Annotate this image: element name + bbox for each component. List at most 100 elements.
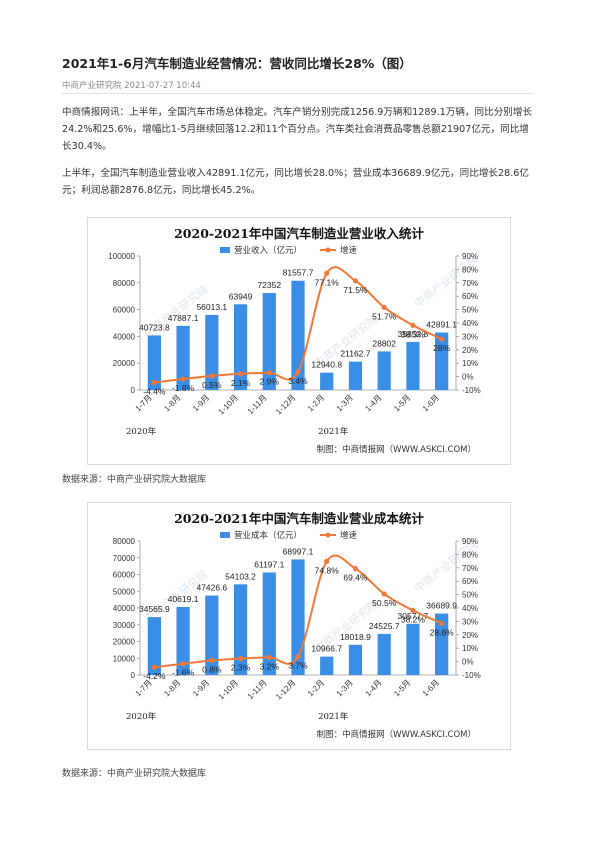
- x-tick-label: 1-4月: [363, 678, 383, 698]
- growth-value-label: 28%: [433, 343, 450, 353]
- x-tick-label: 1-6月: [421, 678, 441, 698]
- x-tick-label: 1-11月: [246, 678, 269, 701]
- legend-line-label: 增速: [340, 245, 358, 256]
- legend-line-marker: [325, 532, 331, 538]
- growth-point: [266, 654, 272, 660]
- growth-value-label: 3.7%: [288, 661, 308, 671]
- y-right-tick-label: -10%: [462, 671, 481, 680]
- year-label-2021: 2021年: [318, 711, 349, 722]
- bar-value-label: 40723.8: [139, 322, 170, 332]
- growth-point: [237, 371, 244, 377]
- bar-value-label: 28802: [372, 338, 396, 348]
- bar: [262, 572, 276, 675]
- growth-value-label: 51.7%: [372, 311, 397, 321]
- growth-point: [237, 655, 244, 662]
- bar-value-label: 36689.9: [426, 601, 457, 611]
- bar: [176, 606, 190, 675]
- growth-point: [180, 661, 186, 667]
- bar: [205, 314, 219, 390]
- y-left-tick-label: 70000: [113, 554, 136, 563]
- growth-point: [151, 664, 157, 670]
- y-left-tick-label: 0: [131, 671, 136, 680]
- y-right-tick-label: 40%: [462, 604, 478, 613]
- bar: [377, 351, 391, 390]
- y-right-tick-label: 0%: [462, 658, 474, 667]
- bar: [320, 656, 334, 675]
- bar: [176, 325, 190, 390]
- growth-point: [151, 379, 157, 386]
- y-left-tick-label: 60000: [113, 571, 136, 580]
- bar: [348, 361, 363, 390]
- growth-point: [209, 373, 215, 379]
- x-tick-label: 1-9月: [191, 678, 211, 698]
- growth-value-label: 0.5%: [202, 380, 222, 390]
- revenue-chart-svg: 中商产业研究院中商产业研究院中商产业研究院2020-2021年中国汽车制造业营业…: [108, 226, 481, 455]
- legend-bar-label: 营业收入（亿元）: [234, 245, 302, 256]
- article-paragraph-1: 中商情报网讯：上半年，全国汽车市场总体稳定。汽车产销分别完成1256.9万辆和1…: [62, 107, 533, 152]
- y-left-tick-label: 80000: [113, 537, 136, 546]
- y-right-tick-label: 50%: [462, 306, 478, 315]
- x-tick-label: 1-4月: [363, 393, 383, 413]
- growth-value-label: 3.4%: [288, 376, 308, 386]
- bar: [262, 293, 276, 390]
- y-left-tick-label: 0: [131, 386, 136, 395]
- y-right-tick-label: 60%: [462, 577, 478, 586]
- bar-value-label: 81557.7: [283, 268, 314, 278]
- x-tick-label: 1-5月: [392, 393, 412, 413]
- data-source-1: 数据来源：中商产业研究院大数据库: [62, 475, 207, 485]
- y-left-tick-label: 100000: [108, 252, 135, 261]
- bar-value-label: 56013.1: [196, 302, 227, 312]
- bar: [435, 613, 449, 675]
- x-tick-label: 1-10月: [217, 393, 240, 416]
- divider: [62, 93, 534, 94]
- growth-value-label: -4.2%: [143, 671, 166, 681]
- legend-bar-swatch: [220, 532, 230, 538]
- growth-point: [352, 278, 359, 284]
- x-tick-label: 1-3月: [335, 678, 355, 698]
- growth-point: [324, 270, 330, 276]
- growth-value-label: 38.2%: [401, 614, 426, 624]
- bar: [147, 617, 161, 675]
- growth-value-label: 71.5%: [343, 285, 368, 295]
- bar: [348, 644, 363, 675]
- x-tick-label: 1-12月: [274, 678, 297, 701]
- x-tick-label: 1-11月: [246, 393, 269, 416]
- growth-value-label: -1.6%: [172, 668, 195, 678]
- legend-bar-label: 营业成本（亿元）: [234, 530, 302, 541]
- growth-line: [154, 266, 443, 384]
- chart-credit: 制图：中商情报网（WWW.ASKCI.COM）: [317, 729, 476, 740]
- bar-value-label: 34565.9: [139, 604, 170, 614]
- article-paragraph-2: 上半年，全国汽车制造业营业收入42891.1亿元，同比增长28.0%；营业成本3…: [62, 168, 529, 196]
- bar-value-label: 68997.1: [283, 546, 314, 556]
- bar-value-label: 47887.1: [168, 313, 199, 323]
- bar-value-label: 54103.2: [225, 571, 256, 581]
- x-tick-label: 1-10月: [217, 678, 240, 701]
- growth-value-label: 2.9%: [260, 377, 280, 387]
- growth-value-label: 28.6%: [430, 627, 455, 637]
- bar: [377, 633, 391, 675]
- chart-title: 2020-2021年中国汽车制造业营业成本统计: [174, 511, 424, 526]
- bar: [147, 335, 161, 390]
- growth-point: [381, 591, 387, 597]
- bar-value-label: 24525.7: [369, 621, 400, 631]
- bar-value-label: 21162.7: [340, 349, 370, 359]
- y-right-tick-label: -10%: [462, 386, 481, 395]
- growth-point: [381, 304, 387, 310]
- growth-point: [410, 322, 416, 328]
- y-left-tick-label: 40000: [113, 332, 136, 341]
- bar-value-label: 18018.9: [340, 632, 371, 642]
- bar-value-label: 63949: [229, 291, 253, 301]
- y-right-tick-label: 40%: [462, 319, 478, 328]
- y-right-tick-label: 0%: [462, 373, 474, 382]
- y-right-tick-label: 20%: [462, 346, 478, 355]
- article-title: 2021年1-6月汽车制造业经营情况：营收同比增长28%（图）: [62, 56, 412, 71]
- y-right-tick-label: 60%: [462, 292, 478, 301]
- y-left-tick-label: 40000: [113, 604, 136, 613]
- bar: [320, 372, 334, 390]
- y-right-tick-label: 80%: [462, 265, 478, 274]
- y-left-tick-label: 60000: [113, 306, 136, 315]
- y-right-tick-label: 50%: [462, 591, 478, 600]
- growth-value-label: 2.3%: [231, 663, 251, 673]
- growth-point: [266, 370, 272, 376]
- bar-value-label: 10966.7: [311, 644, 342, 654]
